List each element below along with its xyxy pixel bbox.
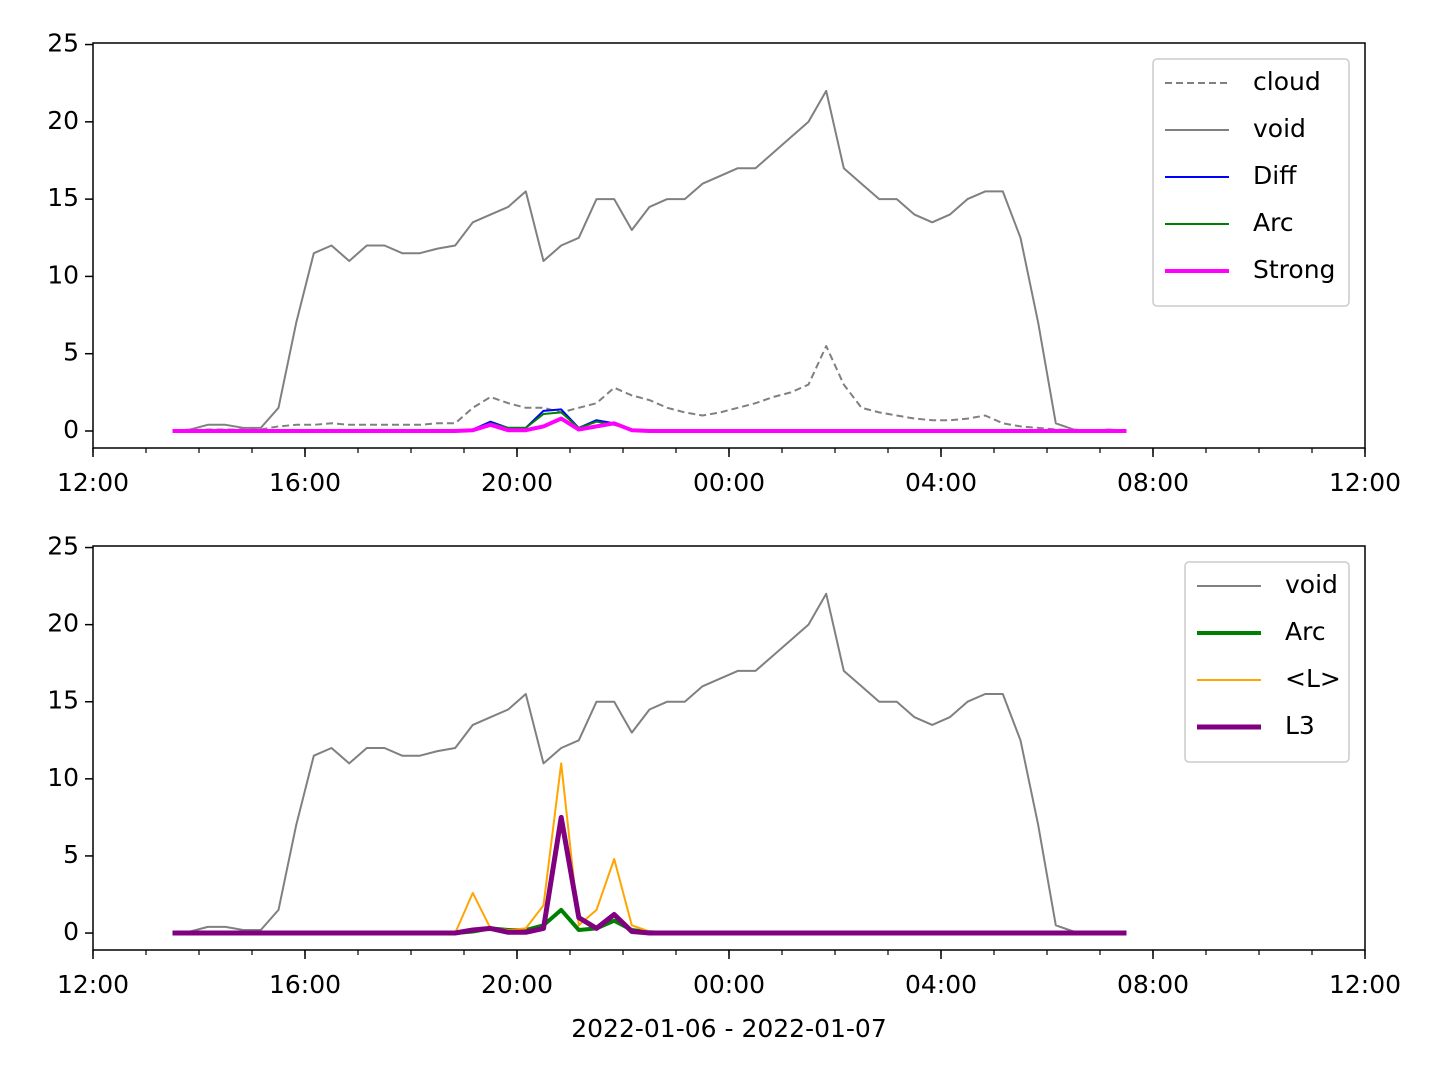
x-tick-label: 04:00 — [905, 468, 977, 497]
y-tick-label: 15 — [47, 686, 79, 715]
legend-label: void — [1285, 570, 1338, 599]
series-line — [172, 762, 1127, 934]
y-tick-label: 15 — [47, 183, 79, 212]
legend-label: cloud — [1253, 67, 1321, 96]
x-tick-label: 04:00 — [905, 970, 977, 999]
plot-frame — [92, 42, 1366, 449]
y-tick-label: 25 — [47, 29, 79, 58]
y-tick-label: 10 — [47, 260, 79, 289]
x-tick-label: 12:00 — [57, 970, 129, 999]
x-tick-label: 20:00 — [481, 468, 553, 497]
legend-box — [1184, 561, 1350, 763]
x-tick-label: 00:00 — [693, 468, 765, 497]
x-tick-label: 00:00 — [693, 970, 765, 999]
legend-label: void — [1253, 114, 1306, 143]
legend-label: Arc — [1285, 617, 1326, 646]
x-axis-label: 2022-01-06 - 2022-01-07 — [571, 1014, 887, 1043]
legend-label: L3 — [1285, 711, 1315, 740]
series-line — [172, 408, 1127, 432]
series-line — [172, 411, 1127, 432]
x-tick-label: 12:00 — [57, 468, 129, 497]
x-tick-label: 08:00 — [1117, 468, 1189, 497]
legend-label: Arc — [1253, 208, 1294, 237]
y-tick-label: 5 — [63, 338, 79, 367]
y-tick-label: 0 — [63, 917, 79, 946]
series-line — [172, 416, 1127, 433]
x-tick-label: 16:00 — [269, 970, 341, 999]
legend-box — [1152, 58, 1350, 307]
plot-frame — [92, 545, 1366, 951]
y-tick-label: 5 — [63, 840, 79, 869]
y-tick-label: 20 — [47, 106, 79, 135]
x-tick-label: 12:00 — [1329, 970, 1401, 999]
x-tick-label: 08:00 — [1117, 970, 1189, 999]
legend-label: Strong — [1253, 255, 1335, 284]
y-tick-label: 0 — [63, 415, 79, 444]
y-tick-label: 20 — [47, 609, 79, 638]
y-tick-label: 25 — [47, 532, 79, 561]
legend-label: <L> — [1285, 664, 1341, 693]
series-line — [172, 592, 1127, 934]
series-line — [172, 814, 1127, 936]
x-tick-label: 12:00 — [1329, 468, 1401, 497]
legend-label: Diff — [1253, 161, 1297, 190]
x-tick-label: 20:00 — [481, 970, 553, 999]
y-tick-label: 10 — [47, 763, 79, 792]
series-line — [172, 907, 1127, 935]
series-line — [172, 345, 1127, 432]
series-line — [172, 89, 1127, 432]
x-tick-label: 16:00 — [269, 468, 341, 497]
